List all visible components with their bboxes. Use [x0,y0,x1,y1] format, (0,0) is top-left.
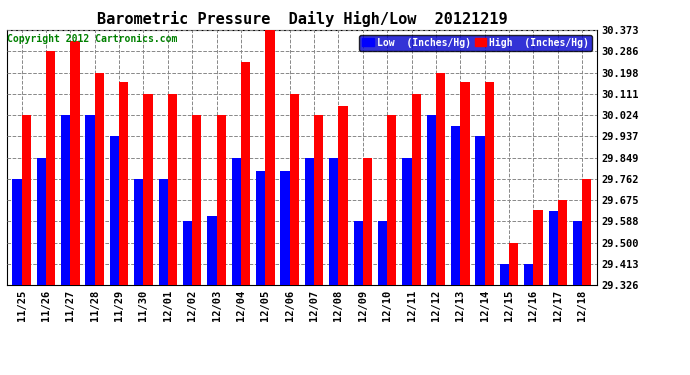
Text: Copyright 2012 Cartronics.com: Copyright 2012 Cartronics.com [8,34,178,44]
Bar [558,200,567,285]
Bar [338,106,348,285]
Bar [110,136,119,285]
Bar [266,30,275,285]
Bar [280,171,290,285]
Bar [119,82,128,285]
Bar [134,179,144,285]
Bar [549,211,558,285]
Bar [387,115,397,285]
Bar [241,62,250,285]
Bar [183,221,193,285]
Bar [509,243,518,285]
Bar [451,126,460,285]
Bar [411,94,421,285]
Bar [573,221,582,285]
Legend: Low  (Inches/Hg), High  (Inches/Hg): Low (Inches/Hg), High (Inches/Hg) [359,35,592,51]
Bar [460,82,470,285]
Bar [533,210,543,285]
Bar [232,158,241,285]
Bar [378,221,387,285]
Bar [426,115,436,285]
Title: Barometric Pressure  Daily High/Low  20121219: Barometric Pressure Daily High/Low 20121… [97,12,507,27]
Bar [500,264,509,285]
Bar [86,115,95,285]
Bar [159,179,168,285]
Bar [256,171,266,285]
Bar [484,82,494,285]
Bar [37,158,46,285]
Bar [12,179,21,285]
Bar [61,115,70,285]
Bar [193,115,201,285]
Bar [314,115,324,285]
Bar [524,264,533,285]
Bar [21,115,31,285]
Bar [363,158,372,285]
Bar [329,158,338,285]
Bar [353,221,363,285]
Bar [436,73,445,285]
Bar [95,73,104,285]
Bar [305,158,314,285]
Bar [207,216,217,285]
Bar [46,51,55,285]
Bar [582,179,591,285]
Bar [168,94,177,285]
Bar [217,115,226,285]
Bar [402,158,411,285]
Bar [70,42,79,285]
Bar [144,94,152,285]
Bar [290,94,299,285]
Bar [475,136,484,285]
